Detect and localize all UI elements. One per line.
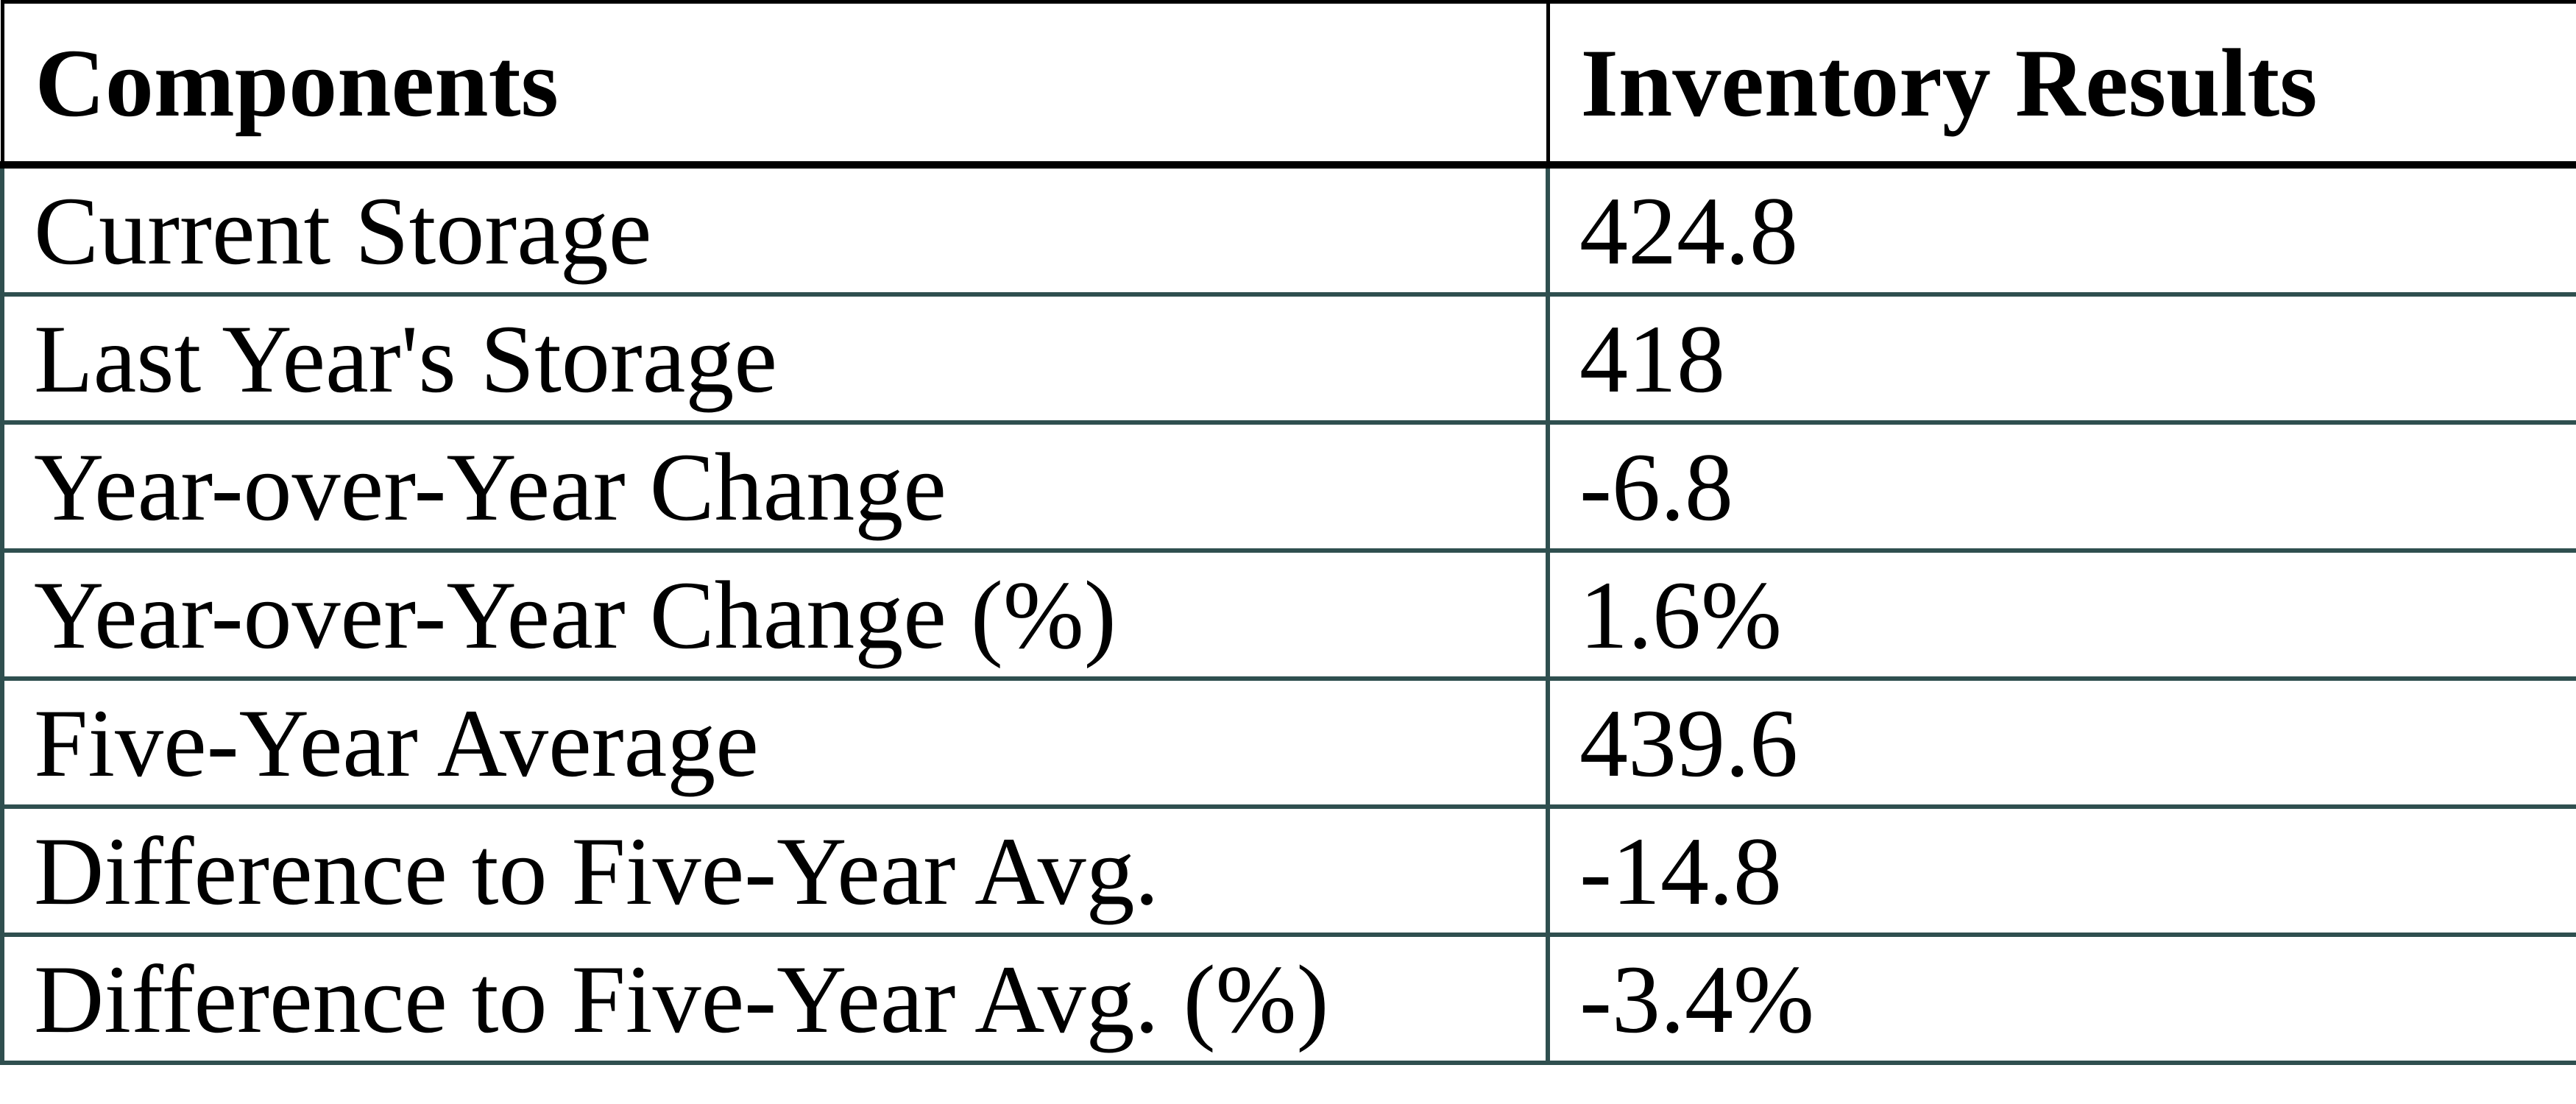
row-label-cell: Year-over-Year Change (%) (0, 548, 1550, 681)
row-value-cell: 1.6% (1546, 548, 2576, 681)
row-label-cell: Difference to Five-Year Avg. (%) (0, 933, 1550, 1065)
header-row: Components Inventory Results (0, 0, 2576, 169)
inventory-results-table: Components Inventory Results Current Sto… (0, 0, 2576, 1065)
row-label-cell: Current Storage (0, 163, 1550, 297)
row-label-cell: Difference to Five-Year Avg. (0, 804, 1550, 937)
row-label-cell: Last Year's Storage (0, 292, 1550, 425)
table-row: Year-over-Year Change -6.8 (0, 420, 2576, 553)
row-value-cell: 439.6 (1546, 676, 2576, 809)
row-label-cell: Year-over-Year Change (0, 420, 1550, 553)
row-value-cell: -3.4% (1546, 933, 2576, 1065)
table-row: Difference to Five-Year Avg. -14.8 (0, 804, 2576, 937)
table-row: Five-Year Average 439.6 (0, 676, 2576, 809)
table-row: Difference to Five-Year Avg. (%) -3.4% (0, 933, 2576, 1065)
table-row: Year-over-Year Change (%) 1.6% (0, 548, 2576, 681)
row-value-cell: -6.8 (1546, 420, 2576, 553)
table-row: Current Storage 424.8 (0, 163, 2576, 297)
row-label-cell: Five-Year Average (0, 676, 1550, 809)
row-value-cell: -14.8 (1546, 804, 2576, 937)
column-header-inventory-results: Inventory Results (1546, 0, 2576, 169)
column-header-components: Components (0, 0, 1550, 169)
table-row: Last Year's Storage 418 (0, 292, 2576, 425)
row-value-cell: 418 (1546, 292, 2576, 425)
row-value-cell: 424.8 (1546, 163, 2576, 297)
